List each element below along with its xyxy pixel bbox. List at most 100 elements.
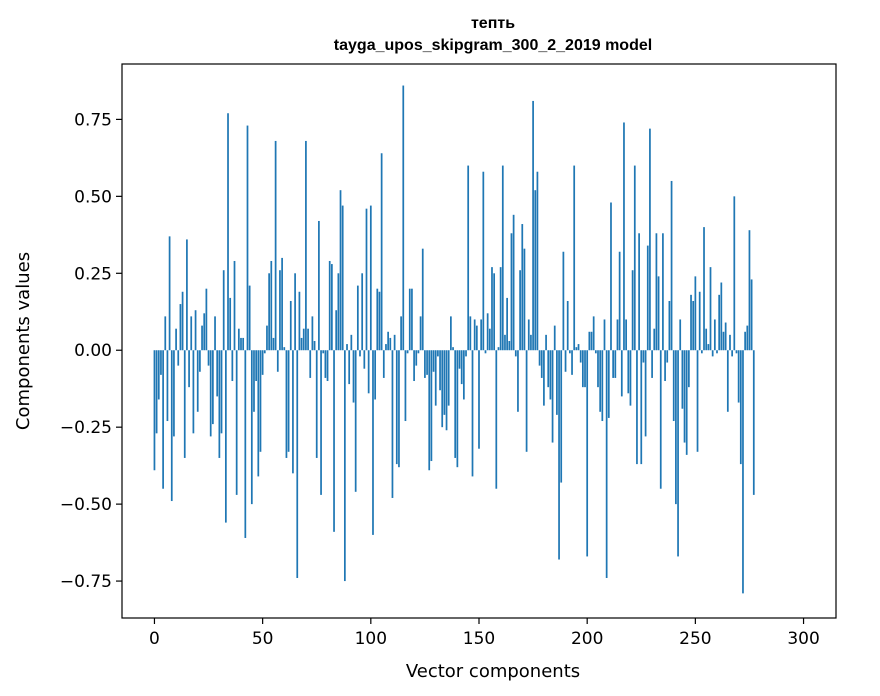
bar-158 bbox=[495, 350, 498, 489]
bar-248 bbox=[690, 294, 692, 351]
bar-228 bbox=[646, 245, 649, 351]
bar-83 bbox=[333, 350, 335, 532]
bar-12 bbox=[179, 304, 182, 351]
bar-200 bbox=[586, 350, 589, 557]
bar-91 bbox=[350, 334, 353, 351]
plot-frame bbox=[121, 63, 837, 619]
bar-150 bbox=[478, 350, 480, 449]
bar-151 bbox=[480, 319, 483, 351]
bar-143 bbox=[462, 350, 465, 400]
bar-127 bbox=[428, 350, 431, 471]
bar-49 bbox=[259, 350, 262, 452]
y-axis-label: Components values bbox=[13, 252, 34, 430]
bar-192 bbox=[569, 350, 571, 354]
bar-274 bbox=[746, 325, 749, 351]
bar-147 bbox=[471, 350, 474, 477]
bar-180 bbox=[543, 350, 545, 406]
bar-66 bbox=[296, 350, 299, 578]
bar-195 bbox=[575, 347, 578, 351]
bar-60 bbox=[283, 347, 286, 351]
bar-121 bbox=[415, 350, 418, 366]
bar-109 bbox=[389, 337, 392, 351]
bar-232 bbox=[655, 233, 658, 351]
bar-76 bbox=[318, 220, 320, 351]
bar-201 bbox=[588, 331, 591, 351]
bar-54 bbox=[270, 260, 273, 351]
y-tick-label: −0.50 bbox=[60, 495, 112, 515]
bar-204 bbox=[594, 350, 597, 354]
bar-246 bbox=[685, 350, 688, 455]
bar-2 bbox=[157, 350, 160, 400]
bar-236 bbox=[664, 350, 666, 382]
bar-243 bbox=[679, 319, 682, 351]
bar-245 bbox=[683, 350, 686, 443]
bar-218 bbox=[625, 319, 627, 351]
bar-212 bbox=[612, 350, 615, 378]
bar-114 bbox=[400, 316, 402, 351]
bar-38 bbox=[235, 350, 238, 495]
bar-160 bbox=[499, 267, 502, 351]
bar-157 bbox=[493, 273, 496, 351]
bar-165 bbox=[510, 233, 513, 351]
bar-267 bbox=[731, 350, 734, 357]
bar-162 bbox=[504, 334, 506, 351]
bar-29 bbox=[216, 350, 219, 397]
bar-94 bbox=[356, 285, 359, 351]
bar-75 bbox=[315, 350, 318, 458]
bar-229 bbox=[649, 128, 651, 351]
bar-254 bbox=[703, 227, 705, 351]
bar-181 bbox=[545, 334, 547, 351]
y-tick-label: 0.75 bbox=[74, 110, 112, 130]
bar-119 bbox=[411, 288, 413, 351]
bar-46 bbox=[253, 350, 255, 412]
bar-148 bbox=[473, 319, 476, 351]
bar-87 bbox=[341, 205, 344, 351]
bar-230 bbox=[651, 350, 653, 378]
bar-261 bbox=[718, 294, 721, 351]
bar-50 bbox=[261, 350, 264, 375]
bar-256 bbox=[707, 344, 710, 351]
bar-125 bbox=[424, 350, 426, 378]
bar-122 bbox=[417, 350, 420, 354]
bar-169 bbox=[519, 270, 521, 351]
bar-186 bbox=[556, 350, 558, 415]
bar-36 bbox=[231, 350, 234, 382]
bar-187 bbox=[558, 350, 560, 560]
bar-41 bbox=[242, 337, 245, 351]
bar-231 bbox=[653, 328, 656, 351]
bar-247 bbox=[688, 350, 690, 388]
bar-5 bbox=[164, 316, 167, 351]
bar-206 bbox=[599, 350, 602, 412]
bar-217 bbox=[623, 122, 625, 351]
bar-172 bbox=[525, 350, 528, 452]
bar-85 bbox=[337, 273, 340, 351]
bar-223 bbox=[636, 350, 638, 465]
bar-90 bbox=[348, 350, 351, 385]
bar-44 bbox=[248, 285, 251, 351]
bar-224 bbox=[638, 233, 640, 351]
bar-99 bbox=[367, 350, 370, 394]
bar-112 bbox=[395, 350, 398, 465]
bar-235 bbox=[662, 233, 664, 351]
bar-255 bbox=[705, 328, 708, 351]
bar-126 bbox=[426, 350, 428, 375]
bar-56 bbox=[274, 140, 277, 351]
bar-79 bbox=[324, 350, 327, 378]
bar-145 bbox=[467, 165, 470, 351]
bar-161 bbox=[501, 165, 504, 351]
bar-196 bbox=[577, 344, 580, 351]
bar-273 bbox=[744, 331, 746, 351]
bar-185 bbox=[553, 325, 556, 351]
x-tick-label: 150 bbox=[463, 629, 495, 649]
bars-group bbox=[153, 85, 755, 594]
bar-19 bbox=[194, 310, 197, 351]
bar-238 bbox=[668, 300, 671, 351]
bar-175 bbox=[532, 100, 534, 351]
bar-35 bbox=[229, 297, 232, 351]
bar-25 bbox=[207, 350, 210, 366]
bar-23 bbox=[203, 313, 206, 351]
bar-258 bbox=[711, 350, 714, 357]
bar-61 bbox=[285, 350, 288, 458]
bar-53 bbox=[268, 273, 270, 351]
